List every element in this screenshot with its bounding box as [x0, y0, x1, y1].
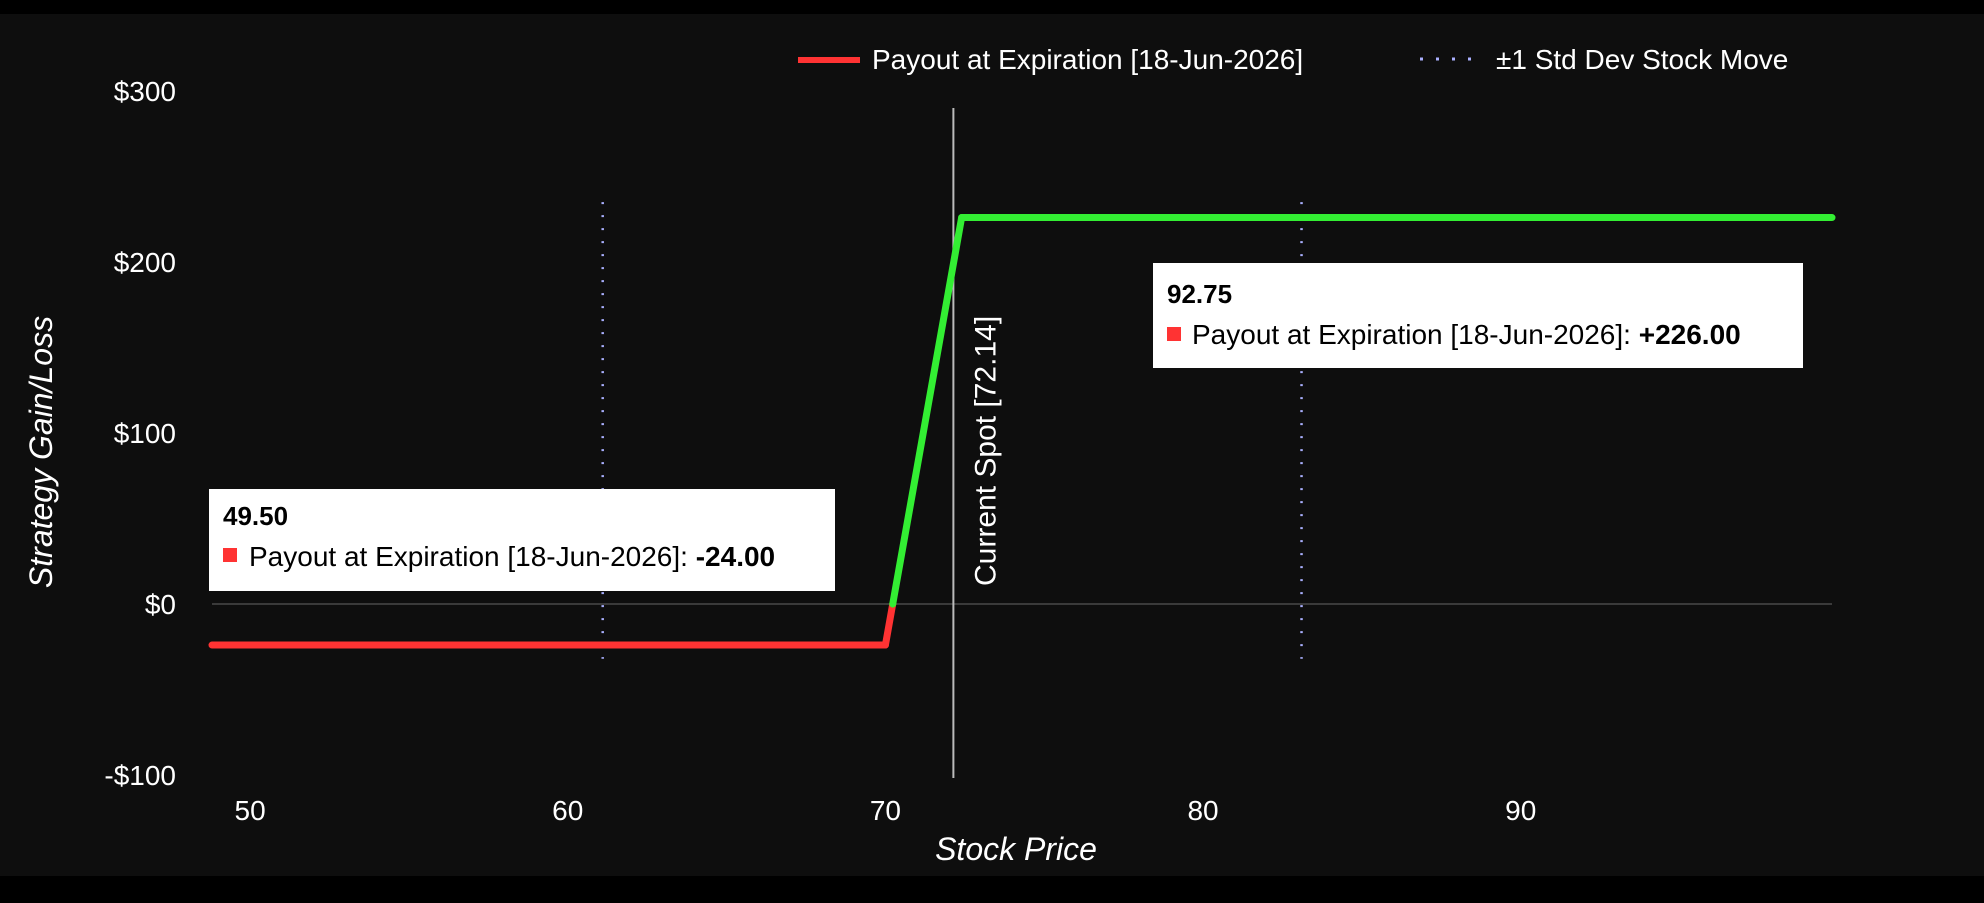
legend-item-std-dev[interactable]: ±1 Std Dev Stock Move: [1420, 44, 1788, 75]
tooltip-right-marker: [1167, 327, 1181, 341]
tooltip-left: 49.50 Payout at Expiration [18-Jun-2026]…: [209, 489, 835, 591]
tooltip-right-line: Payout at Expiration [18-Jun-2026]: +226…: [1192, 319, 1741, 350]
y-tick-label: $100: [114, 418, 176, 449]
axis-ticks: 50 60 70 80 90 $300 $200 $100 $0 -$100: [104, 76, 1536, 826]
legend-label-std-dev: ±1 Std Dev Stock Move: [1496, 44, 1788, 75]
tooltip-left-colon: :: [680, 541, 696, 572]
x-tick-label: 80: [1187, 795, 1218, 826]
tooltip-right-colon: :: [1623, 319, 1639, 350]
y-tick-label: -$100: [104, 760, 176, 791]
tooltip-left-series: Payout at Expiration [18-Jun-2026]: [249, 541, 680, 572]
y-tick-label: $200: [114, 247, 176, 278]
payout-series: [208, 214, 1836, 649]
x-tick-label: 50: [235, 795, 266, 826]
tooltip-right-x: 92.75: [1167, 279, 1232, 309]
tooltip-right: 92.75 Payout at Expiration [18-Jun-2026]…: [1153, 263, 1803, 368]
tooltip-left-line: Payout at Expiration [18-Jun-2026]: -24.…: [249, 541, 775, 572]
tooltip-left-value: -24.00: [696, 541, 775, 572]
legend: Payout at Expiration [18-Jun-2026] ±1 St…: [798, 44, 1788, 75]
payout-segment: [889, 214, 966, 608]
payout-segment: [881, 600, 897, 649]
x-tick-label: 60: [552, 795, 583, 826]
tooltip-right-box: [1153, 263, 1803, 368]
current-spot-layer: Current Spot [72.14]: [952, 108, 1002, 778]
y-axis-title: Strategy Gain/Loss: [23, 316, 59, 588]
tooltip-left-box: [209, 489, 835, 591]
legend-label-payout: Payout at Expiration [18-Jun-2026]: [872, 44, 1303, 75]
tooltip-right-series: Payout at Expiration [18-Jun-2026]: [1192, 319, 1623, 350]
legend-item-payout[interactable]: Payout at Expiration [18-Jun-2026]: [798, 44, 1303, 75]
tooltip-left-x: 49.50: [223, 501, 288, 531]
plot-background: [0, 14, 1984, 876]
x-axis-title: Stock Price: [935, 831, 1097, 867]
tooltip-left-marker: [223, 548, 237, 562]
y-tick-label: $300: [114, 76, 176, 107]
tooltip-right-value: +226.00: [1639, 319, 1741, 350]
x-tick-label: 70: [870, 795, 901, 826]
current-spot-label: Current Spot [72.14]: [969, 316, 1002, 586]
y-tick-label: $0: [145, 589, 176, 620]
x-tick-label: 90: [1505, 795, 1536, 826]
